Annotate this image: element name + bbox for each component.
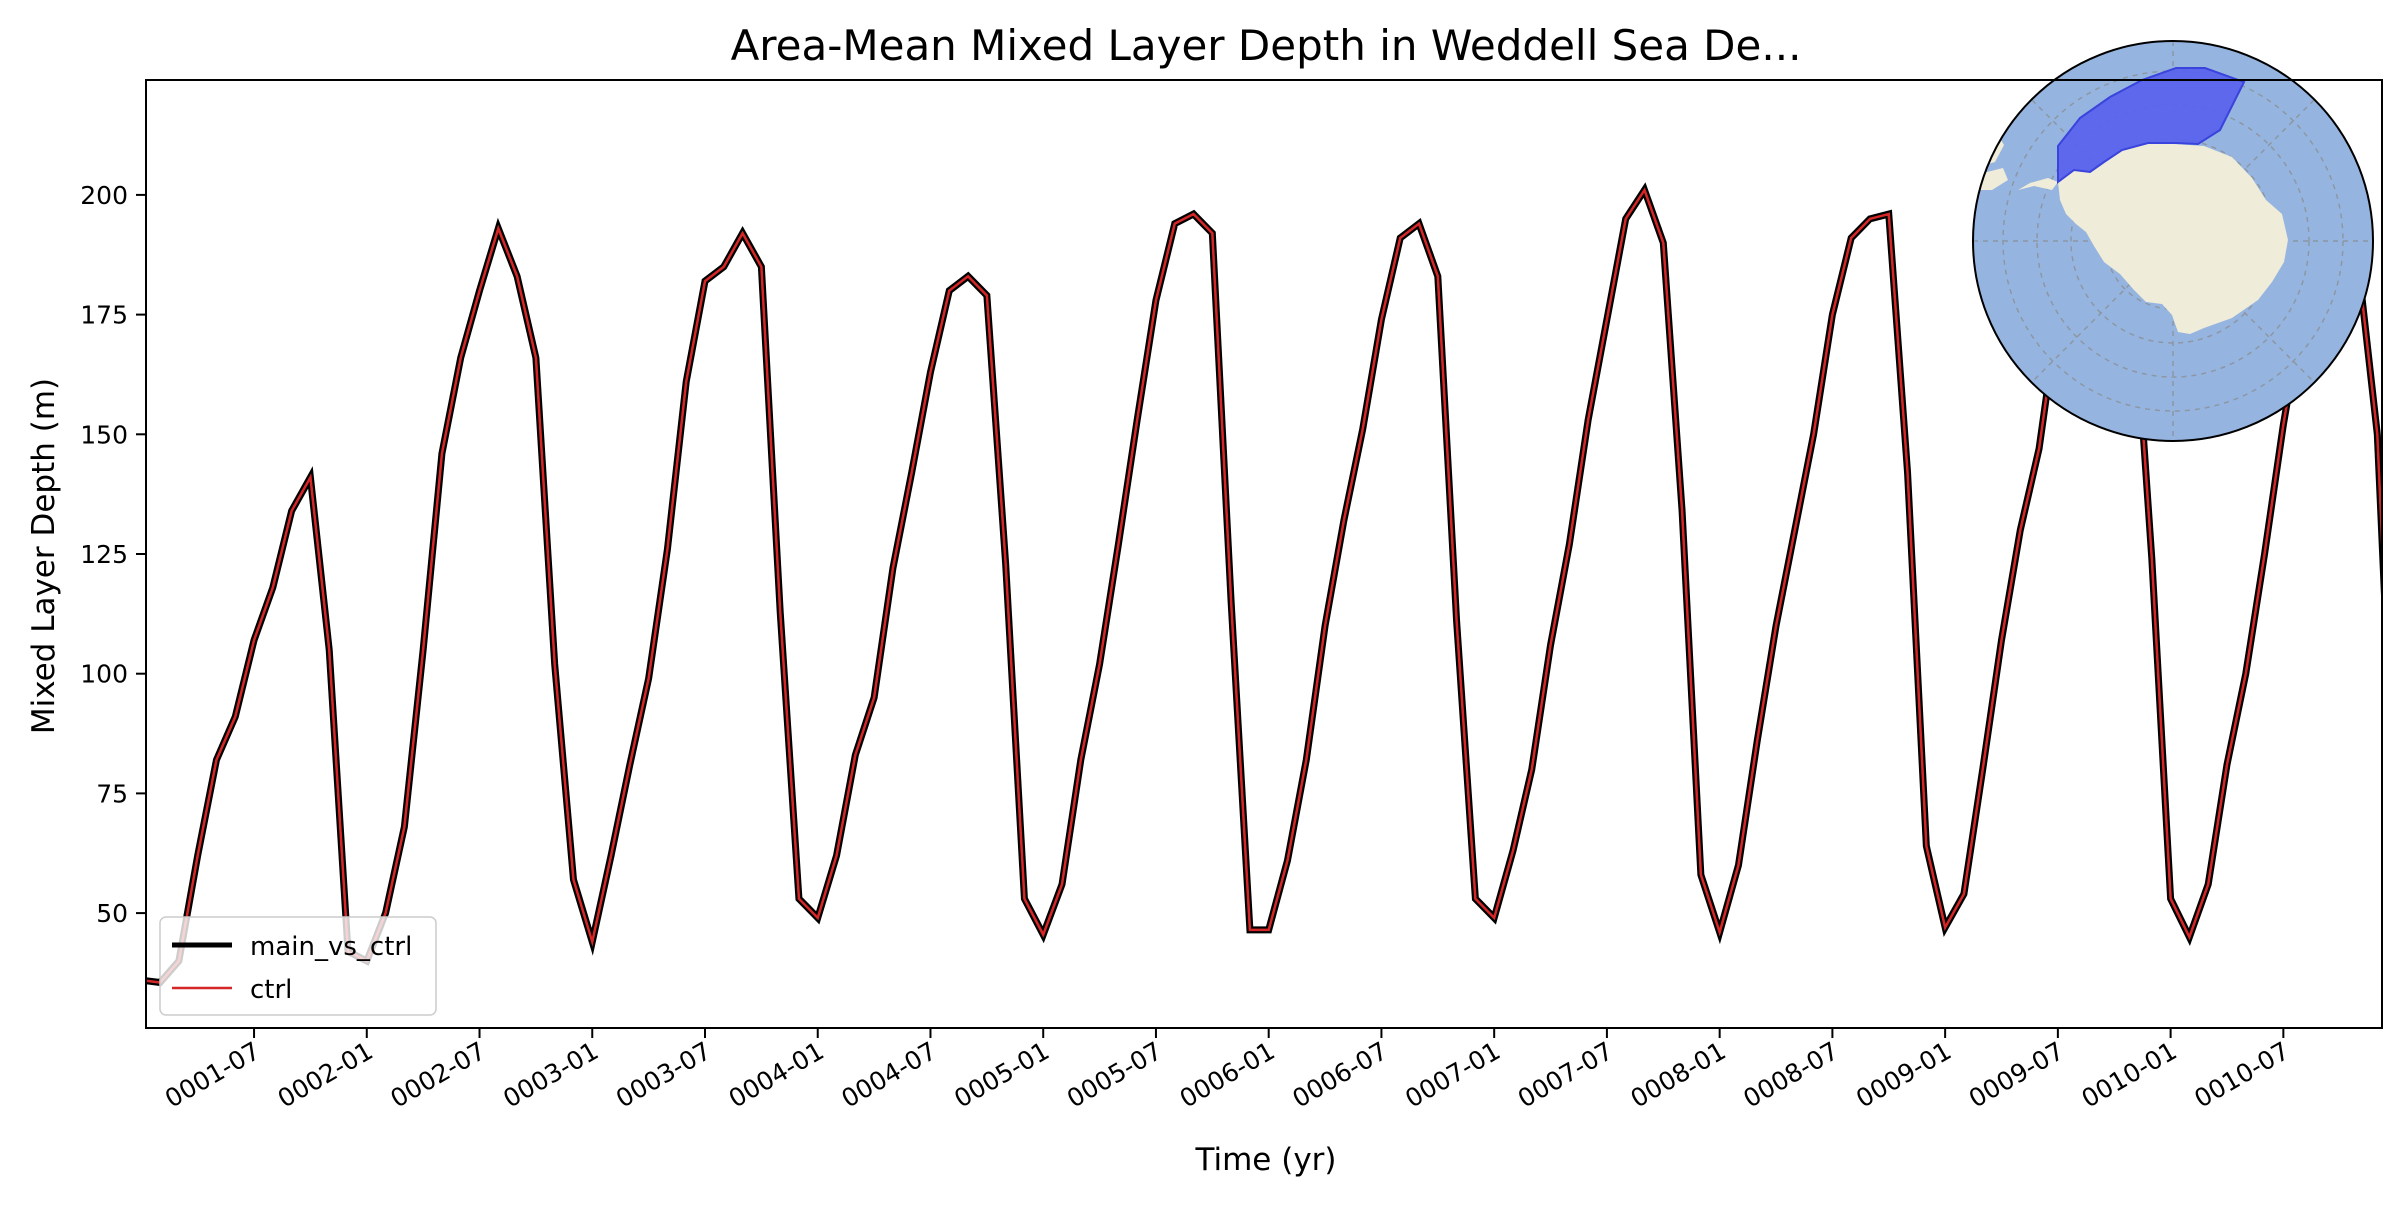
x-tick-label: 0002-07: [386, 1036, 491, 1113]
legend-label-main-vs-ctrl: main_vs_ctrl: [250, 932, 412, 962]
series-line-ctrl: [146, 187, 2382, 984]
plot-frame: [145, 79, 2383, 1029]
x-tick-label: 0003-01: [498, 1036, 603, 1113]
y-tick-label: 150: [80, 420, 128, 449]
legend: main_vs_ctrl ctrl: [159, 916, 437, 1016]
y-tick-label: 100: [80, 660, 128, 689]
x-tick-label: 0002-01: [273, 1036, 378, 1113]
x-tick-label: 0005-07: [1062, 1036, 1167, 1113]
chart-title: Area-Mean Mixed Layer Depth in Weddell S…: [731, 21, 1802, 70]
x-axis-ticks: 0001-07 0002-01 0002-07 0003-01 0003-07 0004-…: [160, 1028, 2294, 1113]
x-axis-label: Time (yr): [1195, 1142, 1337, 1178]
inset-map-weddell-region: [2057, 67, 2246, 184]
y-tick-label: 75: [96, 779, 128, 808]
x-tick-label: 0008-01: [1626, 1036, 1731, 1113]
y-tick-label: 200: [80, 181, 128, 210]
legend-label-ctrl: ctrl: [250, 975, 292, 1005]
y-tick-label: 50: [96, 899, 128, 928]
legend-box: [159, 916, 437, 1016]
x-tick-label: 0010-01: [2077, 1036, 2182, 1113]
x-tick-label: 0003-07: [611, 1036, 716, 1113]
y-tick-label: 175: [80, 301, 128, 330]
x-tick-label: 0008-07: [1738, 1036, 1843, 1113]
x-tick-label: 0004-07: [837, 1036, 942, 1113]
x-tick-label: 0007-07: [1513, 1036, 1618, 1113]
plot-series-group: [146, 182, 2382, 987]
inset-map-border: [1972, 40, 2374, 442]
x-tick-label: 0004-01: [724, 1036, 829, 1113]
x-tick-label: 0005-01: [949, 1036, 1054, 1113]
x-tick-label: 0009-01: [1851, 1036, 1956, 1113]
inset-map-land-peninsula: [2018, 178, 2058, 190]
x-tick-label: 0006-07: [1287, 1036, 1392, 1113]
y-axis-label: Mixed Layer Depth (m): [26, 378, 62, 734]
x-tick-label: 0006-01: [1175, 1036, 1280, 1113]
x-tick-label: 0009-07: [1964, 1036, 2069, 1113]
x-tick-label: 0007-01: [1400, 1036, 1505, 1113]
inset-map-land-antarctica: [2058, 143, 2288, 334]
x-tick-label: 0001-07: [160, 1036, 265, 1113]
y-tick-label: 125: [80, 540, 128, 569]
y-axis-ticks: 50 75 100 125 150 175 200: [80, 181, 146, 928]
inset-map: [1972, 40, 2374, 442]
x-tick-label: 0010-07: [2189, 1036, 2294, 1113]
